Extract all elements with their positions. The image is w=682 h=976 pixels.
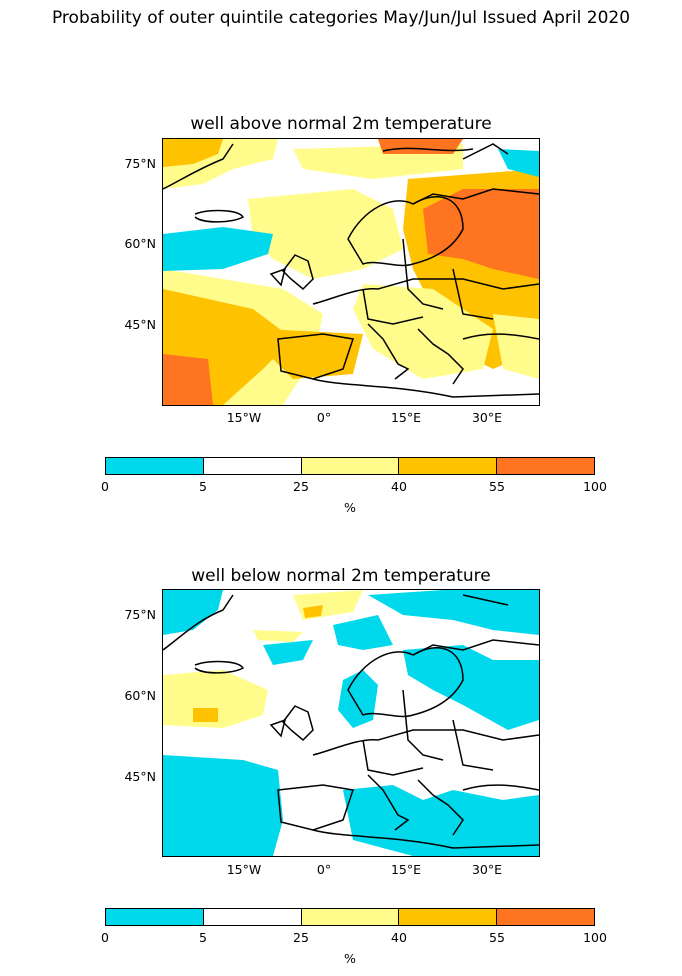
lat-label: 60°N <box>124 688 156 703</box>
lat-label: 60°N <box>124 236 156 251</box>
colorbar-segment <box>496 458 594 474</box>
colorbar-unit: % <box>344 951 356 966</box>
lat-label: 45°N <box>124 317 156 332</box>
colorbar-below <box>105 908 595 926</box>
colorbar-tick: 5 <box>199 479 207 494</box>
colorbar-tick: 0 <box>101 479 109 494</box>
colorbar-tick: 55 <box>489 930 505 945</box>
colorbar-tick: 0 <box>101 930 109 945</box>
panel-title-below: well below normal 2m temperature <box>191 566 491 586</box>
colorbar-tick: 55 <box>489 479 505 494</box>
colorbar-segment <box>300 909 399 925</box>
lat-label: 45°N <box>124 769 156 784</box>
colorbar-segment <box>106 909 203 925</box>
colorbar-tick: 40 <box>391 479 407 494</box>
colorbar-segment <box>106 458 203 474</box>
panel-title-above: well above normal 2m temperature <box>190 114 492 134</box>
lon-label: 30°E <box>471 410 503 425</box>
colorbar-unit: % <box>344 500 356 515</box>
lat-label: 75°N <box>124 607 156 622</box>
colorbar-segment <box>202 458 301 474</box>
lon-label: 15°E <box>390 410 422 425</box>
map-above-normal <box>162 138 540 406</box>
colorbar-segment <box>496 909 594 925</box>
colorbar-segment <box>398 909 497 925</box>
lon-label: 0° <box>316 862 332 877</box>
lon-label: 0° <box>316 410 332 425</box>
colorbar-tick: 100 <box>583 930 607 945</box>
prob-fields-low <box>163 149 539 271</box>
colorbar-tick: 100 <box>583 479 607 494</box>
figure-title: Probability of outer quintile categories… <box>51 8 631 28</box>
lon-label: 30°E <box>471 862 503 877</box>
colorbar-segment <box>398 458 497 474</box>
lon-label: 15°W <box>226 862 262 877</box>
colorbar-segment <box>202 909 301 925</box>
colorbar-tick: 25 <box>293 479 309 494</box>
lon-label: 15°E <box>390 862 422 877</box>
colorbar-tick: 5 <box>199 930 207 945</box>
prob-fields-low <box>163 590 539 856</box>
lat-label: 75°N <box>124 156 156 171</box>
colorbar-tick: 25 <box>293 930 309 945</box>
map-below-normal <box>162 589 540 857</box>
lon-label: 15°W <box>226 410 262 425</box>
prob-fields-above <box>163 139 539 405</box>
colorbar-tick: 40 <box>391 930 407 945</box>
colorbar-above <box>105 457 595 475</box>
coastlines <box>163 594 539 849</box>
colorbar-segment <box>300 458 399 474</box>
coastlines <box>163 143 539 398</box>
